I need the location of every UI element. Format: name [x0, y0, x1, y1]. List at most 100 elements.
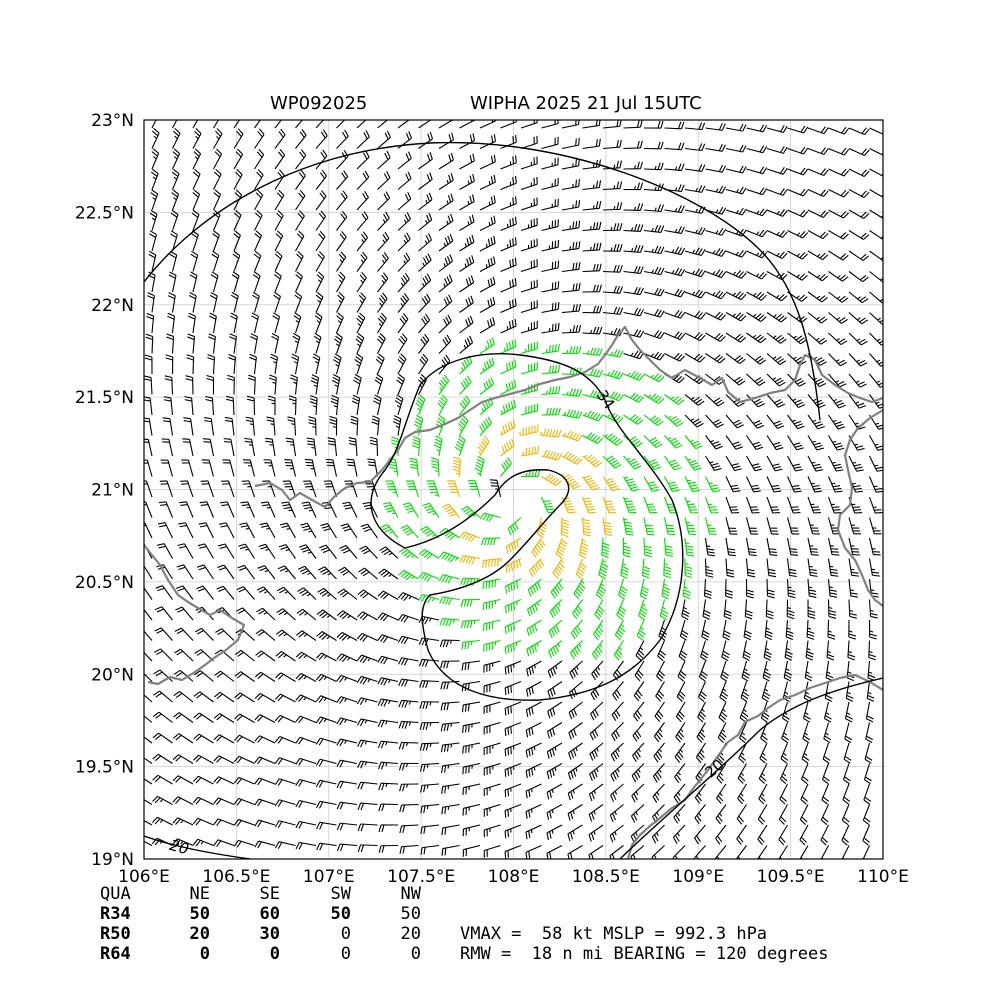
wind-barb	[271, 332, 280, 354]
wind-barb	[525, 681, 542, 697]
wind-barb	[483, 680, 501, 694]
wind-barb	[820, 845, 829, 859]
wind-barb	[244, 437, 256, 457]
wind-barb	[848, 558, 860, 577]
wind-barb	[828, 373, 847, 388]
wind-barb	[664, 288, 686, 298]
wind-barb	[507, 517, 522, 536]
wind-barb	[784, 640, 793, 661]
wind-barb	[643, 496, 658, 514]
wind-barb	[315, 169, 327, 190]
contour-label-34: 34	[593, 387, 619, 413]
wind-barb	[602, 264, 623, 273]
wind-barb	[848, 537, 861, 556]
wind-barb	[192, 189, 201, 211]
wind-barb	[193, 733, 214, 744]
wind-barb	[623, 161, 643, 170]
wind-barb	[336, 610, 358, 621]
wind-barb	[541, 120, 559, 129]
wind-barb	[781, 722, 789, 744]
wind-barb	[676, 681, 686, 702]
wind-barb	[171, 189, 180, 211]
wind-barb	[354, 353, 364, 375]
wind-barb	[147, 292, 155, 313]
wind-barb	[181, 459, 194, 477]
wind-barb	[787, 167, 809, 176]
y-tick-label: 20°N	[91, 665, 134, 685]
wind-barb	[848, 455, 864, 472]
wind-barb	[862, 845, 870, 859]
wind-barb	[479, 377, 495, 395]
wind-barb	[588, 804, 604, 822]
wind-barb	[211, 250, 220, 272]
wind-barb	[725, 435, 743, 450]
wind-barb	[520, 300, 538, 314]
wind-barb	[610, 783, 624, 802]
wind-barb	[802, 701, 811, 723]
wind-barb	[479, 296, 496, 313]
wind-barb	[459, 315, 474, 334]
wind-barb	[144, 522, 153, 539]
wind-barb	[848, 127, 870, 136]
wind-barb	[144, 736, 153, 744]
wind-barb	[281, 501, 297, 518]
wind-barb	[357, 739, 378, 748]
wind-barb	[807, 537, 819, 556]
wind-barb	[799, 824, 809, 846]
wind-barb	[171, 168, 180, 190]
wind-barb	[360, 523, 378, 539]
contour-20kt-se	[619, 677, 883, 859]
wind-barb	[548, 640, 563, 658]
wind-barb	[602, 285, 623, 294]
wind-barb	[848, 189, 870, 198]
wind-barb	[194, 670, 214, 682]
wind-barb	[868, 558, 880, 577]
wind-barb	[757, 845, 768, 859]
wind-barb	[274, 714, 296, 723]
wind-barb	[157, 522, 173, 539]
wind-barb	[504, 721, 522, 736]
x-tick-label: 106.5°E	[202, 867, 270, 887]
wind-barb	[183, 417, 194, 436]
wind-barb	[863, 783, 872, 805]
wind-barb	[781, 701, 790, 723]
y-tick-label: 19°N	[91, 850, 134, 870]
wind-barb	[295, 841, 317, 850]
wind-barb	[362, 501, 378, 518]
wind-barb	[459, 531, 481, 543]
wind-barb	[725, 537, 736, 557]
stats-vmax-mslp: VMAX = 58 kt MSLP = 992.3 hPa	[460, 924, 768, 944]
wind-barb	[652, 783, 665, 803]
wind-barb	[746, 312, 767, 322]
wind-barb	[561, 220, 581, 232]
wind-barb	[256, 586, 276, 600]
wind-barb	[786, 599, 795, 620]
wind-barb	[561, 430, 583, 442]
wind-barb	[654, 701, 665, 723]
wind-barb	[504, 783, 522, 798]
wind-barb	[185, 375, 194, 395]
wind-barb	[743, 619, 752, 641]
wind-barb	[643, 162, 664, 171]
wind-barb	[458, 415, 469, 436]
wind-barb	[841, 824, 850, 846]
wind-barb	[799, 804, 809, 826]
wind-barb	[300, 522, 317, 539]
wind-barb	[807, 435, 825, 451]
wind-barb	[684, 435, 703, 450]
radius-ne: 0	[199, 944, 210, 964]
wind-barb	[525, 783, 542, 799]
wind-barb	[684, 353, 706, 363]
wind-barb	[304, 458, 317, 477]
wind-barb	[643, 120, 664, 129]
wind-barb	[193, 691, 214, 703]
wind-barb	[622, 496, 637, 514]
row-label: R34	[100, 904, 131, 924]
wind-barb	[821, 763, 830, 785]
wind-barb	[479, 276, 496, 293]
wind-barb	[804, 660, 813, 682]
wind-barb	[701, 619, 710, 641]
wind-barb	[652, 763, 665, 783]
wind-barb	[336, 717, 358, 726]
stats-rmw-bearing: RMW = 18 n mi BEARING = 120 degrees	[460, 944, 829, 964]
